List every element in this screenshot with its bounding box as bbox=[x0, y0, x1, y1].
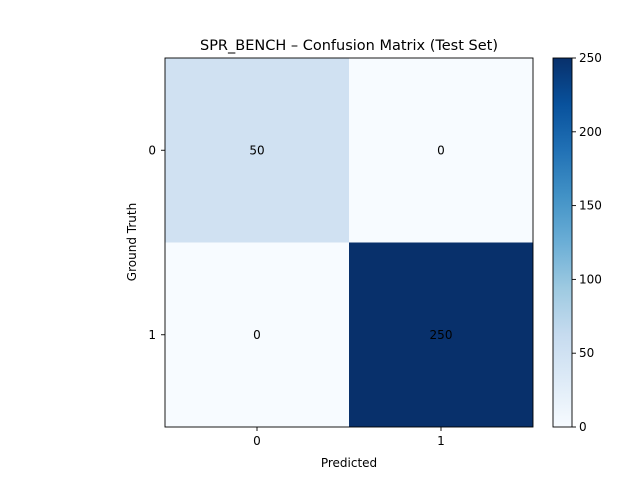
plot-frame bbox=[164, 57, 534, 428]
x-tick-label: 0 bbox=[253, 434, 261, 448]
colorbar-ticks: 0 50 100 150 200 250 bbox=[572, 51, 602, 434]
colorbar-tick-label: 150 bbox=[579, 199, 602, 213]
y-tick-label: 1 bbox=[148, 328, 156, 342]
colorbar bbox=[552, 57, 573, 428]
colorbar-tick-label: 200 bbox=[579, 125, 602, 139]
heatmap-cell bbox=[349, 58, 533, 243]
heatmap-cells: 50 0 0 250 bbox=[165, 58, 533, 427]
colorbar-tick-label: 50 bbox=[579, 346, 594, 360]
x-axis-label: Predicted bbox=[321, 456, 377, 470]
colorbar-tick-label: 0 bbox=[579, 420, 587, 434]
y-axis-label: Ground Truth bbox=[125, 203, 139, 281]
cell-value-label: 50 bbox=[249, 143, 264, 157]
heatmap-cell bbox=[349, 242, 533, 427]
chart-title: SPR_BENCH – Confusion Matrix (Test Set) bbox=[200, 38, 498, 54]
cell-value-label: 0 bbox=[253, 328, 261, 342]
colorbar-tick-label: 250 bbox=[579, 51, 602, 65]
colorbar-tick-label: 100 bbox=[579, 272, 602, 286]
x-tick-label: 1 bbox=[437, 434, 445, 448]
heatmap-cell bbox=[165, 242, 349, 427]
y-axis-ticks: 01 bbox=[148, 143, 165, 342]
cell-value-label: 250 bbox=[430, 328, 453, 342]
y-tick-label: 0 bbox=[148, 143, 156, 157]
cell-value-label: 0 bbox=[437, 143, 445, 157]
heatmap-cell bbox=[165, 58, 349, 243]
